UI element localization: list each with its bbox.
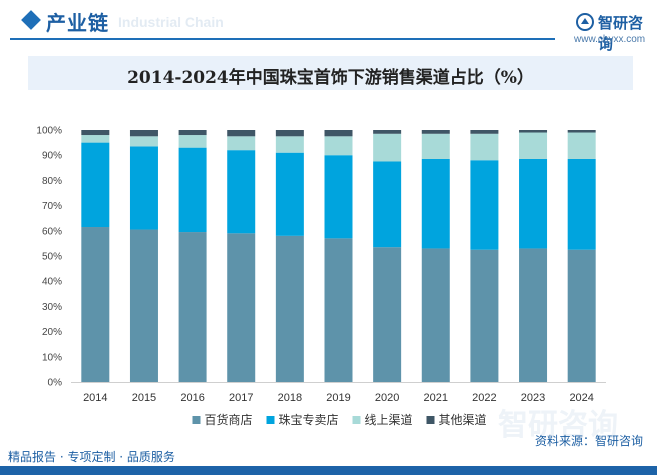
bar-segment bbox=[324, 238, 353, 382]
bar-segment bbox=[178, 130, 207, 136]
bar-segment bbox=[227, 150, 256, 234]
y-tick-label: 60% bbox=[42, 226, 62, 237]
bar-segment bbox=[373, 133, 402, 162]
bar-segment bbox=[275, 152, 304, 236]
y-tick-label: 70% bbox=[42, 201, 62, 212]
y-tick-label: 50% bbox=[42, 252, 62, 263]
bar-segment bbox=[129, 136, 158, 147]
y-tick-label: 0% bbox=[48, 378, 63, 389]
x-tick-label: 2018 bbox=[278, 392, 302, 404]
brand-logo-icon bbox=[576, 13, 594, 31]
y-tick-label: 100% bbox=[36, 126, 62, 137]
legend-swatch bbox=[352, 416, 361, 424]
x-tick-label: 2017 bbox=[229, 392, 253, 404]
bar-segment bbox=[178, 232, 207, 382]
x-tick-label: 2023 bbox=[521, 392, 545, 404]
header-watermark: Industrial Chain bbox=[118, 14, 224, 30]
y-tick-label: 10% bbox=[42, 352, 62, 363]
x-tick-label: 2014 bbox=[83, 392, 107, 404]
brand-name: 智研咨询 bbox=[598, 14, 644, 53]
bar-segment bbox=[129, 146, 158, 230]
bar-segment bbox=[470, 133, 499, 161]
bar-segment bbox=[81, 227, 110, 382]
y-tick-label: 90% bbox=[42, 151, 62, 162]
y-tick-label: 20% bbox=[42, 327, 62, 338]
bar-segment bbox=[324, 155, 353, 239]
header-divider bbox=[10, 38, 555, 40]
header-title: 产业链 bbox=[46, 11, 109, 35]
chart-title: 2014-2024年中国珠宝首饰下游销售渠道占比（%） bbox=[127, 68, 534, 88]
chart-title-band: 2014-2024年中国珠宝首饰下游销售渠道占比（%） bbox=[28, 56, 633, 90]
bar-segment bbox=[421, 130, 450, 134]
x-tick-label: 2015 bbox=[132, 392, 156, 404]
x-tick-label: 2022 bbox=[472, 392, 496, 404]
y-tick-label: 80% bbox=[42, 176, 62, 187]
bar-segment bbox=[81, 130, 110, 136]
bar-segment bbox=[324, 130, 353, 137]
legend-swatch bbox=[426, 416, 435, 424]
bar-segment bbox=[519, 248, 548, 382]
bar-segment bbox=[567, 249, 596, 382]
bar-segment bbox=[81, 135, 110, 143]
x-tick-label: 2019 bbox=[326, 392, 350, 404]
legend-label: 其他渠道 bbox=[439, 413, 487, 427]
bar-segment bbox=[275, 130, 304, 137]
y-tick-label: 40% bbox=[42, 277, 62, 288]
bar-segment bbox=[421, 158, 450, 249]
x-tick-label: 2021 bbox=[424, 392, 448, 404]
bar-segment bbox=[227, 130, 256, 137]
bar-segment bbox=[519, 130, 548, 133]
bar-segment bbox=[129, 229, 158, 382]
bar-segment bbox=[81, 142, 110, 228]
legend-label: 珠宝专卖店 bbox=[279, 412, 339, 427]
bar-segment bbox=[178, 135, 207, 148]
bar-segment bbox=[129, 130, 158, 137]
bar-segment bbox=[421, 248, 450, 382]
x-tick-label: 2024 bbox=[569, 392, 593, 404]
footer-source: 资料来源：智研咨询 bbox=[535, 434, 644, 448]
legend-label: 百货商店 bbox=[205, 412, 253, 427]
bar-segment bbox=[519, 158, 548, 249]
bar-segment bbox=[227, 136, 256, 151]
bar-segment bbox=[324, 136, 353, 156]
footer-watermark: 智研咨询 bbox=[498, 408, 618, 443]
x-tick-label: 2016 bbox=[180, 392, 204, 404]
legend-swatch bbox=[266, 416, 275, 424]
bar-segment bbox=[178, 147, 207, 233]
y-tick-label: 30% bbox=[42, 302, 62, 313]
bar-segment bbox=[373, 130, 402, 134]
x-tick-label: 2020 bbox=[375, 392, 399, 404]
bar-segment bbox=[421, 133, 450, 159]
legend-swatch bbox=[192, 416, 201, 424]
bar-segment bbox=[567, 132, 596, 159]
bar-segment bbox=[275, 136, 304, 153]
bar-segment bbox=[519, 132, 548, 159]
bar-segment bbox=[275, 235, 304, 382]
bar-segment bbox=[227, 233, 256, 382]
footer-slogan: 精品报告 · 专项定制 · 品质服务 bbox=[8, 450, 175, 464]
bar-segment bbox=[567, 130, 596, 133]
bar-segment bbox=[373, 161, 402, 248]
bar-segment bbox=[470, 160, 499, 250]
bar-segment bbox=[567, 158, 596, 250]
bar-segment bbox=[470, 130, 499, 134]
header: 产业链 Industrial Chain bbox=[0, 0, 657, 44]
bar-segment bbox=[470, 249, 499, 382]
footer-bar bbox=[0, 466, 657, 475]
bar-segment bbox=[373, 247, 402, 382]
brand: 智研咨询 www.chyxx.com bbox=[572, 11, 657, 53]
brand-url: www.chyxx.com bbox=[574, 34, 646, 45]
legend-label: 线上渠道 bbox=[365, 413, 413, 427]
